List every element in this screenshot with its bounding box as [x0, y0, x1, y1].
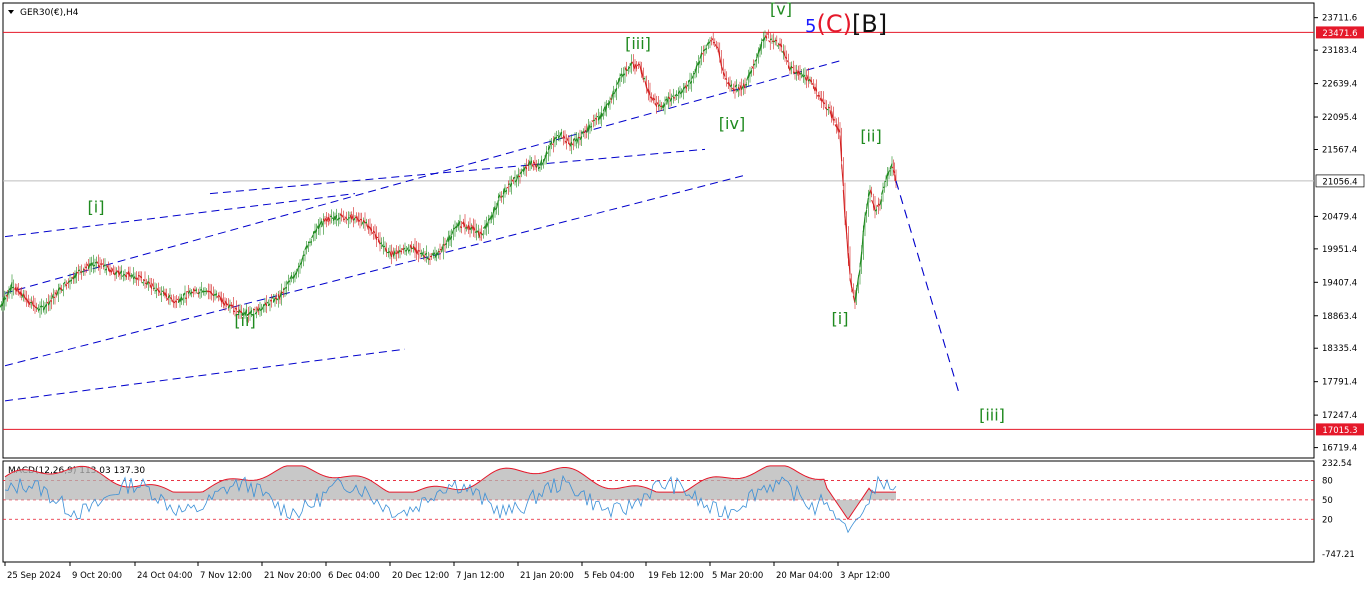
x-tick-label: 7 Nov 12:00 [200, 571, 252, 581]
price-tick-label: 19951.4 [1322, 245, 1357, 255]
price-tick-label: 22639.4 [1322, 80, 1357, 90]
level-price-label-2: 21056.4 [1322, 177, 1357, 187]
wave-label-1: [ii] [234, 311, 255, 330]
wave-label-0: [i] [88, 198, 105, 217]
main-plot-frame [3, 3, 1314, 458]
macd-tick-label: -747.21 [1322, 550, 1355, 560]
degree-label-part-0: 5 [805, 16, 816, 37]
degree-label-part-2: [B] [852, 10, 887, 38]
macd-tick-label: 80 [1322, 476, 1333, 486]
x-tick-label: 5 Mar 20:00 [712, 571, 763, 581]
price-tick-label: 23711.6 [1322, 14, 1357, 24]
x-tick-label: 21 Jan 20:00 [520, 571, 574, 581]
price-tick-label: 19407.4 [1322, 278, 1357, 288]
x-tick-label: 24 Oct 04:00 [137, 571, 192, 581]
level-price-label-1: 17015.3 [1322, 426, 1357, 436]
x-tick-label: 6 Dec 04:00 [328, 571, 380, 581]
price-tick-label: 17247.4 [1322, 411, 1357, 421]
price-tick-label: 22095.4 [1322, 113, 1357, 123]
x-tick-label: 7 Jan 12:00 [456, 571, 504, 581]
wave-label-2: [iii] [625, 34, 651, 53]
degree-label-part-1: (C) [816, 10, 851, 38]
wave-label-5: [ii] [860, 126, 881, 145]
price-tick-label: 21567.4 [1322, 145, 1357, 155]
x-tick-label: 25 Sep 2024 [7, 571, 61, 581]
x-tick-label: 19 Feb 12:00 [648, 571, 704, 581]
x-tick-label: 5 Feb 04:00 [584, 571, 634, 581]
price-tick-label: 23183.4 [1322, 46, 1357, 56]
macd-plot-frame [3, 461, 1314, 562]
macd-tick-label: 232.54 [1322, 459, 1352, 469]
x-tick-label: 21 Nov 20:00 [264, 571, 321, 581]
wave-label-4: [v] [770, 0, 792, 19]
x-tick-label: 3 Apr 12:00 [840, 571, 890, 581]
price-tick-label: 20479.4 [1322, 212, 1357, 222]
level-price-label-0: 23471.6 [1322, 29, 1357, 39]
wave-label-6: [i] [832, 309, 849, 328]
macd-tick-label: 20 [1322, 515, 1333, 525]
wave-label-7: [iii] [979, 405, 1005, 424]
price-tick-label: 18863.4 [1322, 312, 1357, 322]
x-tick-label: 20 Dec 12:00 [392, 571, 449, 581]
x-tick-label: 9 Oct 20:00 [72, 571, 122, 581]
price-tick-label: 17791.4 [1322, 378, 1357, 388]
degree-label: 5(C)[B] [805, 10, 887, 38]
price-tick-label: 18335.4 [1322, 344, 1357, 354]
x-tick-label: 20 Mar 04:00 [776, 571, 833, 581]
price-tick-label: 16719.4 [1322, 444, 1357, 454]
symbol-header: GER30(€),H4 [20, 8, 79, 18]
macd-tick-label: 50 [1322, 496, 1333, 506]
wave-label-3: [iv] [719, 114, 745, 133]
